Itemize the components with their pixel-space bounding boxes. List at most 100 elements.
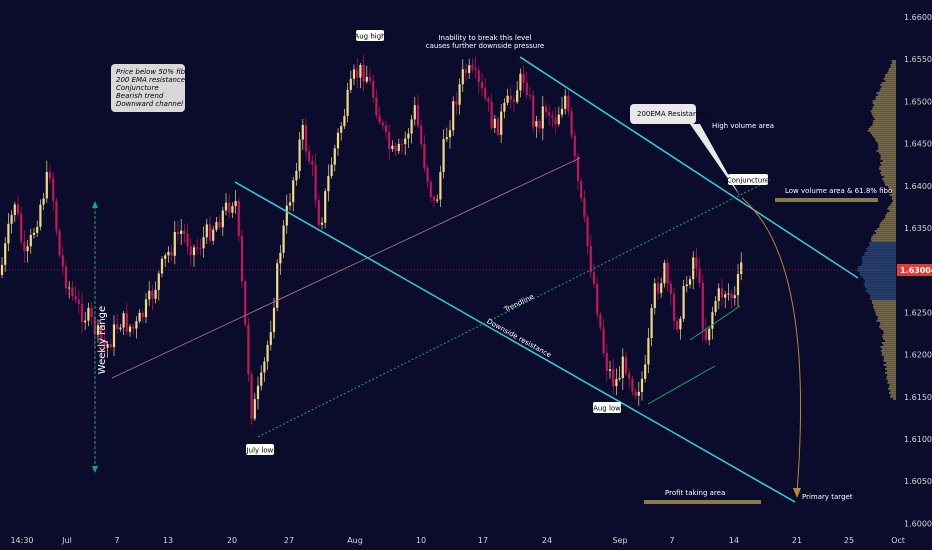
candle-body: [548, 112, 551, 116]
volume-bar: [878, 148, 896, 150]
volume-bar: [888, 188, 896, 190]
volume-bar: [872, 100, 896, 102]
volume-bar: [872, 122, 896, 124]
volume-bar: [887, 380, 896, 382]
candle-body: [631, 378, 634, 392]
volume-bar: [883, 180, 896, 182]
candle-body: [506, 95, 509, 103]
candle-body: [560, 108, 564, 115]
candle-body: [20, 213, 23, 242]
volume-bar: [865, 290, 896, 292]
candle-body: [154, 289, 157, 299]
candle-body: [487, 98, 490, 103]
weekly-range-label: Weekly range: [97, 306, 108, 374]
candle-body: [320, 222, 324, 225]
svg-text:200EMA Resistance: 200EMA Resistance: [637, 110, 706, 118]
candle-body: [477, 70, 480, 83]
candle-body: [532, 95, 535, 127]
candle-body: [292, 180, 295, 203]
volume-bar: [880, 88, 896, 90]
current-price-tag: 1.63004: [897, 264, 932, 276]
candle-body: [564, 95, 567, 109]
candle-body: [541, 106, 544, 129]
volume-bar: [875, 96, 896, 98]
candle-body: [260, 372, 263, 386]
candle-body: [311, 161, 314, 165]
candle-body: [336, 132, 340, 149]
candle-body: [148, 290, 151, 300]
candles: [0, 54, 743, 425]
candle-body: [711, 312, 714, 329]
candle-body: [55, 201, 58, 231]
conjuncture-label: Conjuncture: [727, 174, 769, 185]
candle-body: [423, 144, 426, 168]
candle-body: [263, 361, 266, 373]
x-tick-label: 14: [729, 536, 739, 545]
candle-body: [119, 327, 122, 330]
candle-body: [420, 125, 423, 145]
candle-body: [58, 230, 61, 256]
volume-bar: [889, 210, 896, 212]
candle-body: [285, 205, 288, 226]
candle-body: [692, 257, 695, 280]
volume-bar: [881, 174, 896, 176]
candle-body: [378, 115, 381, 123]
x-tick-label: 25: [844, 536, 854, 545]
candle-body: [199, 248, 202, 250]
candle-body: [701, 282, 704, 330]
candle-body: [669, 283, 672, 294]
candle-body: [189, 246, 192, 256]
volume-bar: [881, 170, 896, 172]
volume-bar: [880, 322, 896, 324]
candle-body: [708, 328, 711, 340]
volume-bar: [872, 102, 896, 104]
volume-bar: [883, 344, 896, 346]
candle-body: [439, 172, 442, 200]
candle-body: [0, 264, 4, 275]
volume-bar: [880, 158, 896, 160]
candle-body: [13, 204, 16, 216]
candle-body: [535, 120, 538, 127]
x-axis: 14:30 Jul 7 13 20 27 Aug 10 17 24 Sep 7 14 21 25 Oct: [10, 536, 904, 545]
candle-body: [29, 234, 32, 247]
candle-body: [432, 196, 436, 201]
volume-bar: [867, 292, 896, 294]
candle-body: [128, 326, 132, 332]
volume-bar: [863, 278, 896, 280]
candle-body: [192, 247, 196, 256]
volume-bar: [877, 142, 896, 144]
volume-bar: [883, 78, 896, 80]
volume-bar: [885, 74, 896, 76]
candle-body: [202, 237, 205, 249]
volume-bar: [874, 308, 896, 310]
candle-body: [96, 325, 100, 335]
volume-bar: [864, 282, 896, 284]
volume-bar: [873, 120, 896, 122]
candle-body: [695, 257, 698, 269]
volume-bar: [874, 118, 896, 120]
volume-bar: [869, 298, 896, 300]
volume-bar: [869, 244, 896, 246]
candle-body: [42, 198, 45, 205]
volume-bar: [880, 222, 896, 224]
volume-bar: [880, 162, 896, 164]
candle-body: [500, 111, 503, 135]
candle-body: [717, 288, 720, 301]
candle-body: [573, 135, 576, 157]
candle-body: [77, 299, 80, 304]
candle-body: [714, 300, 717, 313]
candle-body: [343, 115, 346, 127]
candle-body: [7, 223, 10, 244]
volume-bar: [878, 146, 896, 148]
volume-bar: [859, 274, 896, 276]
volume-bar: [881, 82, 896, 84]
x-tick-label: 24: [542, 536, 552, 545]
candle-body: [208, 224, 212, 241]
candle-body: [244, 281, 247, 325]
candle-body: [589, 245, 592, 273]
volume-bar: [876, 92, 896, 94]
volume-bar: [884, 340, 896, 342]
candle-body: [167, 251, 170, 256]
info-box: Price below 50% fibo 200 EMA resistance …: [111, 64, 189, 112]
volume-bar: [886, 366, 896, 368]
